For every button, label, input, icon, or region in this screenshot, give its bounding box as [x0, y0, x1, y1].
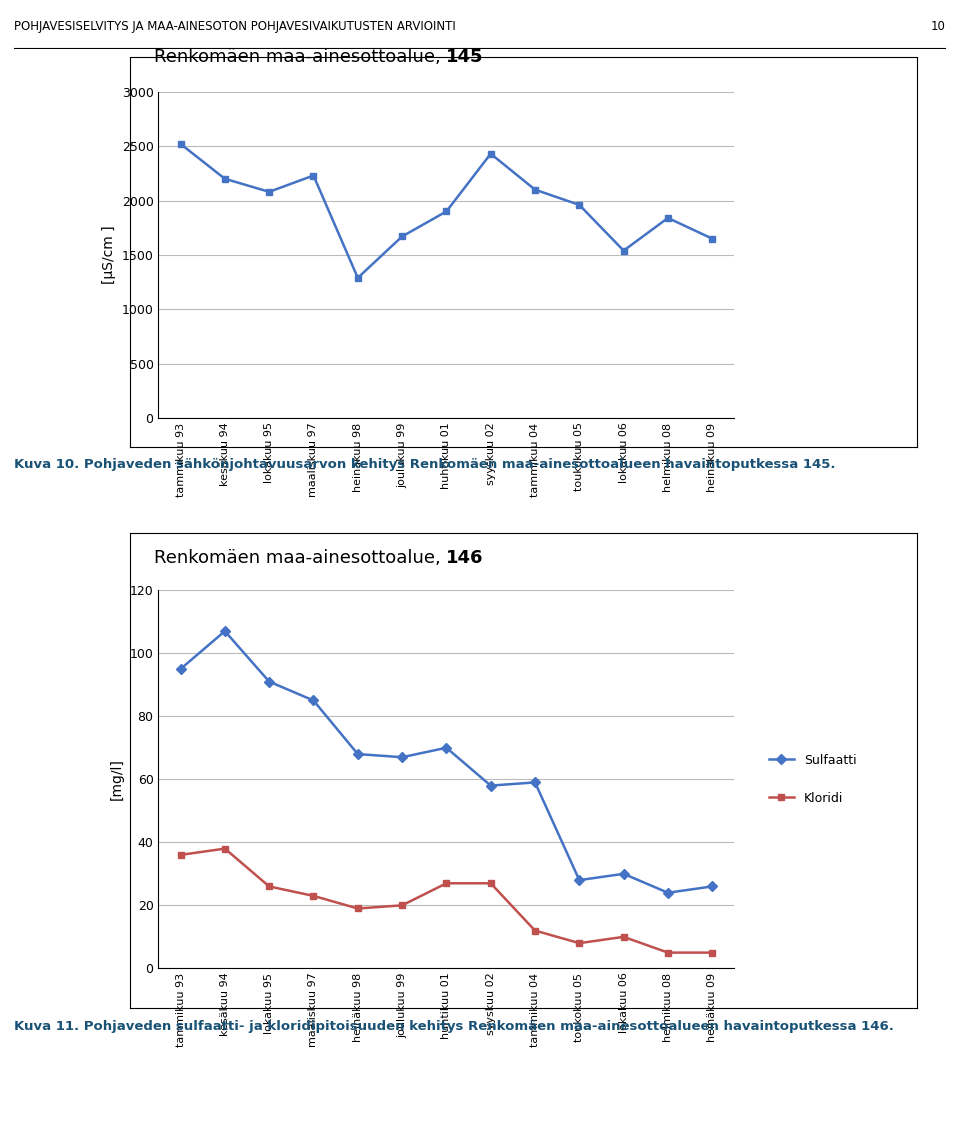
Kloridi — [529, 924, 540, 937]
Sulfaatti — [308, 693, 320, 707]
Kloridi — [662, 945, 674, 959]
Sulfaatti — [263, 675, 275, 689]
Kloridi — [263, 880, 275, 894]
Kloridi — [485, 877, 496, 890]
Sulfaatti — [175, 662, 186, 676]
Line: Kloridi: Kloridi — [177, 845, 716, 956]
Text: 145: 145 — [446, 47, 484, 65]
Kloridi — [573, 936, 585, 950]
Text: Kuva 11. Pohjaveden sulfaatti- ja kloridipitoisuuden kehitys Renkomäen maa-aines: Kuva 11. Pohjaveden sulfaatti- ja klorid… — [14, 1020, 895, 1033]
Sulfaatti — [573, 873, 585, 887]
Text: POHJAVESISELVITYS JA MAA-AINESOTON POHJAVESIVAIKUTUSTEN ARVIOINTI: POHJAVESISELVITYS JA MAA-AINESOTON POHJA… — [14, 19, 456, 33]
Sulfaatti — [441, 741, 452, 755]
Kloridi — [618, 931, 630, 944]
Kloridi — [175, 848, 186, 862]
Y-axis label: [μS/cm ]: [μS/cm ] — [102, 226, 116, 284]
Sulfaatti — [396, 751, 408, 764]
Kloridi — [441, 877, 452, 890]
Text: Renkomäen maa-ainesottoalue,: Renkomäen maa-ainesottoalue, — [154, 549, 446, 567]
Text: 146: 146 — [446, 549, 484, 567]
Sulfaatti — [352, 747, 364, 761]
Sulfaatti — [618, 868, 630, 881]
Sulfaatti — [219, 625, 230, 638]
Legend: Sulfaatti, Kloridi: Sulfaatti, Kloridi — [764, 748, 861, 810]
Sulfaatti — [662, 886, 674, 900]
Kloridi — [396, 898, 408, 912]
Text: Kuva 10. Pohjaveden sähkönjohtavuusarvon kehitys Renkomäen maa-ainesottoalueen h: Kuva 10. Pohjaveden sähkönjohtavuusarvon… — [14, 458, 836, 471]
Sulfaatti — [485, 779, 496, 793]
Text: 10: 10 — [931, 19, 946, 33]
Kloridi — [352, 902, 364, 916]
Line: Sulfaatti: Sulfaatti — [177, 628, 716, 896]
Kloridi — [707, 945, 718, 959]
Sulfaatti — [529, 776, 540, 790]
Sulfaatti — [707, 880, 718, 894]
Y-axis label: [mg/l]: [mg/l] — [110, 759, 124, 800]
Kloridi — [219, 841, 230, 855]
Kloridi — [308, 889, 320, 903]
Text: Renkomäen maa-ainesottoalue,: Renkomäen maa-ainesottoalue, — [154, 47, 446, 65]
Legend:  — [764, 250, 774, 260]
